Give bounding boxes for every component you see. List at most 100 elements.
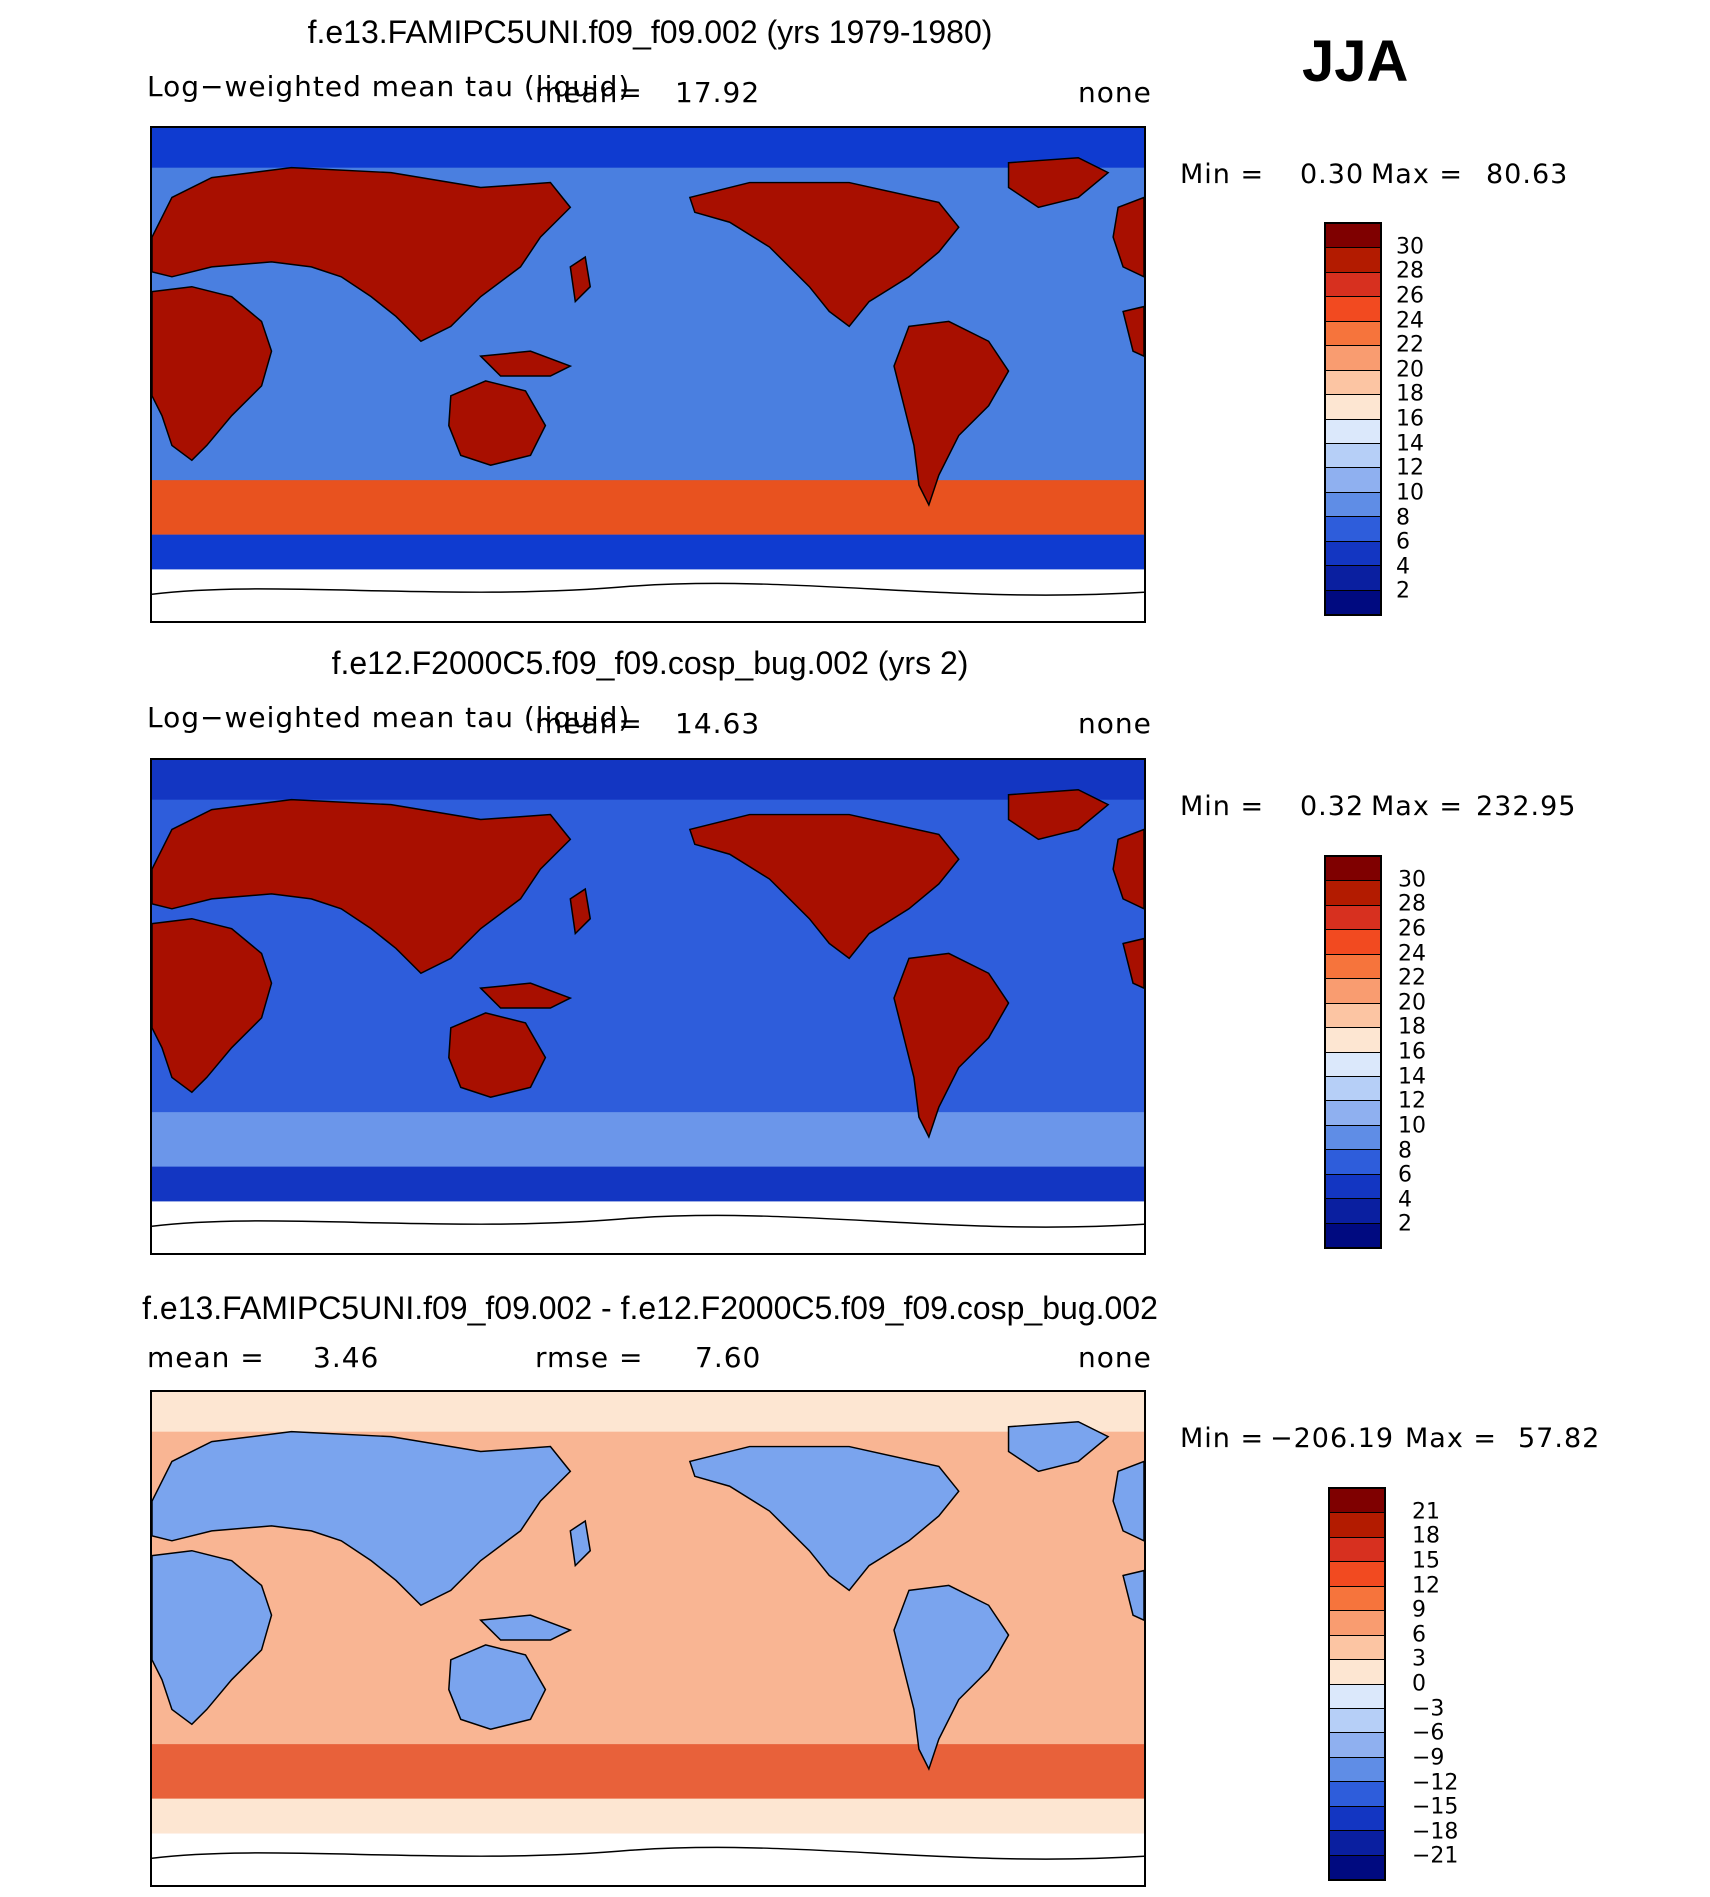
southern-storm-track — [152, 480, 1144, 535]
colorbar-swatch — [1330, 1782, 1384, 1807]
panel2-max-value: 232.95 — [1476, 791, 1577, 822]
antarctic-mask — [152, 569, 1144, 621]
colorbar-tick-label: 10 — [1396, 480, 1424, 506]
panel3-mean-label: mean = — [147, 1341, 265, 1374]
continent-outline — [1112, 1460, 1144, 1542]
panel1-max-label: Max = — [1371, 159, 1464, 190]
colorbar-tick-label: 8 — [1396, 505, 1410, 530]
colorbar-swatch — [1326, 541, 1380, 567]
southern-polar-band — [152, 1798, 1144, 1834]
continent-outline — [569, 887, 592, 936]
colorbar-swatch — [1326, 1052, 1380, 1077]
continent-outline — [1007, 157, 1110, 209]
colorbar-swatch — [1326, 1101, 1380, 1126]
colorbar-swatch — [1330, 1684, 1384, 1709]
continent-outline — [152, 166, 572, 343]
colorbar-swatch — [1326, 930, 1380, 955]
continent-outline — [1007, 789, 1110, 841]
continent-outline — [688, 813, 960, 960]
colorbar-tick-label: 20 — [1396, 357, 1424, 383]
colorbar-swatch — [1326, 954, 1380, 980]
continent-outline — [448, 380, 547, 467]
continent-outline — [479, 1614, 573, 1641]
colorbar-tick-label: 18 — [1398, 1014, 1426, 1040]
colorbar-tick-label: 2 — [1398, 1211, 1412, 1237]
colorbar-tick-label: 6 — [1398, 1162, 1412, 1188]
continent-outline — [893, 320, 1010, 507]
colorbar-swatch — [1326, 1076, 1380, 1102]
continent-outline — [448, 1644, 547, 1731]
colorbar-swatch — [1326, 370, 1380, 396]
season-label: JJA — [1302, 29, 1409, 94]
colorbar-swatch — [1330, 1757, 1384, 1783]
colorbar-swatch — [1326, 1174, 1380, 1200]
southern-polar-band — [152, 1166, 1144, 1202]
panel1-title: f.e13.FAMIPC5UNI.f09_f09.002 (yrs 1979-1… — [307, 14, 993, 50]
colorbar-tick-label: −18 — [1412, 1819, 1459, 1845]
colorbar-swatch — [1326, 881, 1380, 906]
colorbar-swatch — [1330, 1611, 1384, 1636]
colorbar-tick-label: 8 — [1398, 1138, 1412, 1163]
panel1-variable: Log−weighted mean tau (liquid) — [147, 70, 631, 103]
colorbar-swatch — [1330, 1635, 1384, 1661]
colorbar-tick-label: −6 — [1412, 1720, 1445, 1746]
arctic-band — [152, 760, 1144, 800]
colorbar-tick-label: 18 — [1412, 1523, 1440, 1549]
panel3-units: none — [1078, 1341, 1152, 1374]
panel3-rmse-value: 7.60 — [695, 1341, 762, 1374]
colorbar-swatch — [1330, 1733, 1384, 1758]
colorbar-tick-label: 6 — [1396, 529, 1410, 555]
colorbar-swatch — [1330, 1831, 1384, 1856]
continent-outline — [1112, 828, 1144, 910]
colorbar-swatch — [1330, 1513, 1384, 1538]
colorbar-swatch — [1330, 1660, 1384, 1685]
colorbar-swatch — [1326, 566, 1380, 591]
colorbar-tick-label: −15 — [1412, 1794, 1459, 1820]
colorbar-swatch — [1326, 1223, 1380, 1247]
colorbar-swatch — [1326, 979, 1380, 1004]
panel1-units: none — [1078, 76, 1152, 109]
continent-outline — [479, 350, 573, 377]
panel3-min-label: Min = — [1180, 1423, 1265, 1454]
colorbar-tick-label: 6 — [1412, 1622, 1426, 1648]
panel2-variable: Log−weighted mean tau (liquid) — [147, 701, 631, 734]
colorbar-swatch — [1326, 1199, 1380, 1224]
continent-outline — [688, 181, 960, 328]
colorbar-tick-label: 16 — [1396, 406, 1424, 432]
colorbar-tick-label: 18 — [1396, 381, 1424, 407]
colorbar-tick-label: 0 — [1412, 1671, 1426, 1697]
colorbar-swatch — [1326, 395, 1380, 420]
panel2-title: f.e12.F2000C5.f09_f09.cosp_bug.002 (yrs … — [331, 645, 969, 681]
colorbar-swatch — [1330, 1537, 1384, 1563]
continent-outline — [1007, 1421, 1110, 1473]
panel3-max-label: Max = — [1405, 1423, 1498, 1454]
colorbar-swatch — [1330, 1806, 1384, 1832]
colorbar-tick-label: 24 — [1396, 308, 1424, 333]
arctic-band — [152, 128, 1144, 168]
colorbar-tick-label: 4 — [1396, 554, 1410, 580]
colorbar-tick-label: −9 — [1412, 1745, 1445, 1771]
continent-outline — [152, 798, 572, 975]
colorbar-swatch — [1330, 1489, 1384, 1514]
southern-storm-track — [152, 1112, 1144, 1167]
colorbar-swatch — [1326, 1125, 1380, 1151]
colorbar-swatch — [1326, 419, 1380, 444]
continent-outline — [1112, 196, 1144, 278]
panel2-mean-label: mean= — [535, 707, 643, 740]
colorbar-swatch — [1326, 590, 1380, 614]
panel1-map — [150, 126, 1146, 623]
continent-outline — [448, 1012, 547, 1099]
panel3-mean-value: 3.46 — [313, 1341, 380, 1374]
colorbar-tick-label: −12 — [1412, 1770, 1459, 1795]
colorbar-swatch — [1326, 857, 1380, 882]
colorbar-tick-label: 12 — [1398, 1088, 1426, 1114]
panel3-max-value: 57.82 — [1518, 1423, 1601, 1454]
colorbar-tick-label: 12 — [1396, 455, 1424, 481]
continent-outline — [688, 1445, 960, 1592]
colorbar-tick-label: 24 — [1398, 941, 1426, 966]
colorbar-tick-label: 26 — [1396, 283, 1424, 309]
colorbar-swatch — [1326, 1003, 1380, 1029]
colorbar-swatch — [1326, 517, 1380, 542]
continent-outline — [1122, 937, 1144, 989]
colorbar-tick-label: 9 — [1412, 1597, 1426, 1623]
